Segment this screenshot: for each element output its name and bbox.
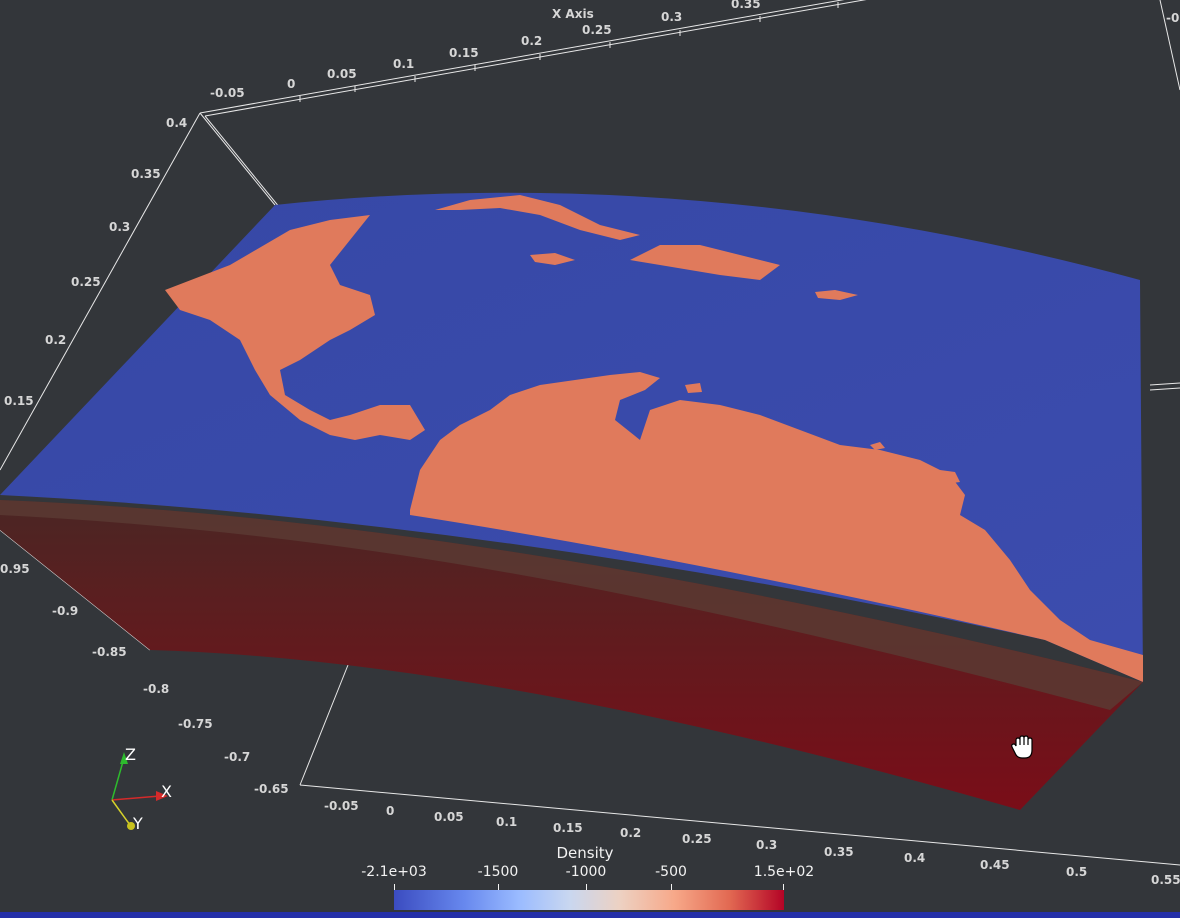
color-legend-tick	[498, 884, 499, 892]
bottom-x-tick: 0.45	[980, 858, 1010, 872]
bottom-x-tick: 0.05	[434, 810, 464, 824]
crust-upper-layer	[0, 500, 1143, 710]
color-legend-tick	[671, 884, 672, 892]
x-axis-title: X Axis	[552, 7, 594, 21]
bottom-x-tick: 0.5	[1066, 865, 1087, 879]
land-masses	[165, 195, 1143, 682]
top-x-tick: 0.3	[661, 10, 682, 24]
top-x-tick: -0.05	[210, 86, 245, 100]
left-y-tick: -0.7	[224, 750, 250, 764]
bottom-x-tick: 0.25	[682, 832, 712, 846]
top-x-tick: 0.25	[582, 23, 612, 37]
left-z-tick: 0.25	[71, 275, 101, 289]
color-legend-tick	[586, 884, 587, 892]
bottom-x-tick: 0.35	[824, 845, 854, 859]
top-x-tick: 0.05	[327, 67, 357, 81]
bottom-x-tick: 0.3	[756, 838, 777, 852]
bottom-x-tick: 0.4	[904, 851, 925, 865]
corner-tick: -0	[1166, 11, 1179, 25]
left-y-axis: 0.95 -0.9 -0.85 -0.8 -0.75 -0.7 -0.65	[0, 562, 289, 796]
left-z-tick: 0.4	[166, 116, 187, 130]
top-x-tick: 0	[287, 77, 295, 91]
bottom-x-tick: 0.15	[553, 821, 583, 835]
left-y-tick: -0.65	[254, 782, 289, 796]
color-legend-tick	[394, 884, 395, 892]
left-y-tick: -0.85	[92, 645, 127, 659]
bounding-box	[0, 0, 1180, 866]
left-y-tick: -0.9	[52, 604, 78, 618]
color-legend-label: -1000	[565, 864, 607, 880]
bottom-x-tick: 0.2	[620, 826, 641, 840]
bottom-x-tick: 0.1	[496, 815, 517, 829]
color-legend-label: -1500	[477, 864, 519, 880]
color-legend-label: -500	[655, 864, 687, 880]
orientation-z-label: Z	[125, 745, 136, 764]
top-x-axis: X Axis -0.05 0 0.05 0.1 0.15 0.2 0.25 0.…	[210, 0, 1179, 100]
left-y-tick: -0.75	[178, 717, 213, 731]
top-x-tick: 0.1	[393, 57, 414, 71]
bottom-x-tick: -0.05	[324, 799, 359, 813]
orientation-axes: Z X Y	[111, 745, 172, 833]
left-z-tick: 0.3	[109, 220, 130, 234]
left-z-tick: 0.35	[131, 167, 161, 181]
bottom-x-tick: 0.55	[1151, 873, 1180, 887]
color-legend-bar	[394, 890, 784, 910]
orientation-y-label: Y	[132, 814, 143, 833]
top-x-tick: 0.2	[521, 34, 542, 48]
left-z-tick: 0.2	[45, 333, 66, 347]
color-legend-label: 1.5e+02	[753, 864, 815, 880]
top-x-tick: 0.35	[731, 0, 761, 11]
color-legend-title: Density	[556, 844, 614, 862]
bottom-x-tick: 0	[386, 804, 394, 818]
orientation-x-label: X	[161, 782, 172, 801]
bottom-x-axis: -0.05 0 0.05 0.1 0.15 0.2 0.25 0.3 0.35 …	[324, 799, 1180, 887]
color-legend-tick	[783, 884, 784, 892]
left-z-tick: 0.15	[4, 394, 34, 408]
crust-side	[0, 500, 1143, 810]
viewport-active-border	[0, 912, 1180, 918]
top-x-tick: 0.15	[449, 46, 479, 60]
hand-grab-icon	[1011, 735, 1033, 759]
left-z-axis: 0.4 0.35 0.3 0.25 0.2 0.15	[4, 116, 187, 408]
top-x-tick-marks	[299, 2, 839, 102]
color-legend-label: -2.1e+03	[361, 864, 427, 880]
left-y-tick: 0.95	[0, 562, 30, 576]
color-legend[interactable]: Density -2.1e+03 -1500 -1000 -500 1.5e+0…	[350, 842, 820, 912]
left-y-tick: -0.8	[143, 682, 169, 696]
